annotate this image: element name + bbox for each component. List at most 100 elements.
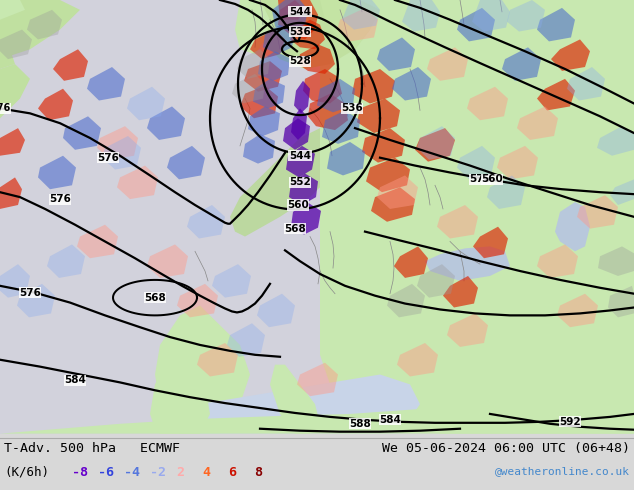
Polygon shape	[258, 51, 290, 81]
Polygon shape	[322, 110, 360, 144]
Text: 8: 8	[254, 466, 262, 479]
Polygon shape	[294, 81, 310, 113]
Polygon shape	[63, 116, 101, 150]
Polygon shape	[437, 205, 478, 239]
Polygon shape	[17, 284, 55, 318]
Polygon shape	[337, 8, 378, 41]
Polygon shape	[371, 187, 415, 222]
Polygon shape	[177, 284, 218, 318]
Polygon shape	[227, 323, 265, 357]
Text: -8: -8	[72, 466, 88, 479]
Polygon shape	[235, 0, 270, 54]
Polygon shape	[0, 264, 30, 297]
Polygon shape	[472, 0, 510, 31]
Polygon shape	[117, 166, 158, 199]
Polygon shape	[415, 128, 455, 162]
Polygon shape	[38, 89, 73, 120]
Text: We 05-06-2024 06:00 UTC (06+48): We 05-06-2024 06:00 UTC (06+48)	[382, 441, 630, 455]
Text: 536: 536	[289, 26, 311, 37]
Polygon shape	[327, 142, 365, 175]
Polygon shape	[150, 355, 210, 434]
Polygon shape	[387, 284, 425, 318]
Polygon shape	[342, 0, 380, 29]
Text: 576: 576	[0, 103, 10, 113]
Polygon shape	[27, 10, 62, 39]
Polygon shape	[555, 202, 590, 251]
Polygon shape	[537, 8, 575, 41]
Polygon shape	[457, 8, 495, 41]
Polygon shape	[248, 106, 280, 136]
Polygon shape	[298, 45, 335, 74]
Text: 576: 576	[49, 194, 71, 204]
Polygon shape	[551, 39, 590, 71]
Text: 568: 568	[284, 223, 306, 234]
Polygon shape	[0, 0, 80, 59]
Polygon shape	[303, 69, 342, 103]
Polygon shape	[377, 37, 415, 71]
Text: (K/6h): (K/6h)	[4, 466, 49, 479]
Polygon shape	[467, 87, 508, 120]
Text: 6: 6	[228, 466, 236, 479]
Polygon shape	[291, 202, 321, 235]
Text: -2: -2	[150, 466, 166, 479]
Polygon shape	[517, 106, 558, 140]
Polygon shape	[608, 286, 634, 318]
Polygon shape	[308, 94, 348, 130]
Text: 2: 2	[176, 466, 184, 479]
Polygon shape	[377, 175, 418, 209]
Polygon shape	[357, 98, 400, 133]
Polygon shape	[425, 246, 510, 281]
Polygon shape	[473, 227, 508, 258]
Polygon shape	[0, 29, 32, 59]
Polygon shape	[187, 205, 225, 239]
Polygon shape	[598, 246, 634, 276]
Polygon shape	[597, 126, 634, 156]
Polygon shape	[253, 79, 285, 108]
Polygon shape	[127, 87, 165, 120]
Polygon shape	[180, 374, 420, 434]
Text: 544: 544	[289, 7, 311, 17]
Polygon shape	[320, 0, 634, 434]
Text: -6: -6	[98, 466, 114, 479]
Polygon shape	[427, 48, 468, 81]
Polygon shape	[0, 128, 25, 156]
Text: -4: -4	[124, 466, 140, 479]
Text: 576: 576	[19, 288, 41, 298]
Text: 536: 536	[341, 103, 363, 113]
Polygon shape	[443, 276, 478, 308]
Text: 560: 560	[287, 200, 309, 210]
Polygon shape	[240, 0, 370, 69]
Polygon shape	[0, 64, 30, 118]
Text: 576: 576	[469, 174, 491, 184]
Polygon shape	[291, 108, 307, 140]
Text: 584: 584	[64, 375, 86, 386]
Polygon shape	[167, 146, 205, 179]
Polygon shape	[610, 179, 634, 205]
Polygon shape	[240, 86, 278, 118]
Polygon shape	[352, 69, 395, 103]
Text: 592: 592	[559, 417, 581, 427]
Polygon shape	[237, 49, 270, 79]
Polygon shape	[577, 195, 618, 229]
Polygon shape	[417, 264, 455, 297]
Polygon shape	[47, 245, 85, 278]
Polygon shape	[0, 404, 634, 434]
Polygon shape	[102, 136, 141, 170]
Polygon shape	[362, 128, 405, 163]
Polygon shape	[502, 48, 541, 81]
Polygon shape	[250, 29, 285, 59]
Polygon shape	[557, 294, 598, 327]
Polygon shape	[497, 146, 538, 179]
Polygon shape	[537, 79, 575, 110]
Polygon shape	[244, 61, 282, 92]
Polygon shape	[537, 245, 578, 278]
Polygon shape	[87, 67, 125, 100]
Polygon shape	[417, 126, 455, 160]
Text: 588: 588	[349, 419, 371, 429]
Polygon shape	[232, 74, 265, 103]
Polygon shape	[317, 79, 355, 112]
Polygon shape	[366, 158, 410, 192]
Polygon shape	[283, 118, 310, 150]
Polygon shape	[297, 363, 338, 396]
Polygon shape	[97, 126, 138, 160]
